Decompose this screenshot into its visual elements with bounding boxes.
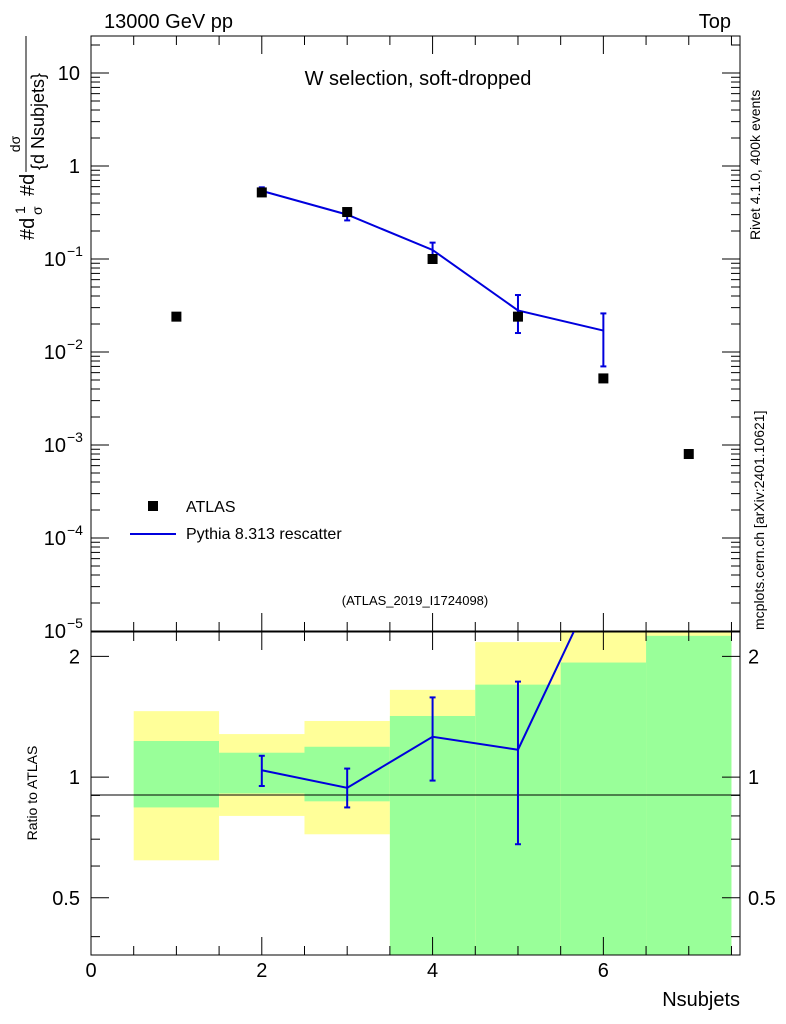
- x-tick-label: 6: [598, 960, 609, 982]
- ratio-y-axis-label: Ratio to ATLAS: [24, 746, 40, 841]
- y-tick-exponent: −3: [67, 429, 83, 445]
- ratio-mc-series: [258, 632, 575, 846]
- ratio-band-green: [133, 741, 220, 808]
- y-tick-label: 1: [69, 156, 80, 178]
- y-tick-label: 10: [44, 435, 66, 457]
- atlas-data-point: [512, 311, 523, 322]
- y-tick-exponent: −5: [67, 615, 83, 631]
- y-label-part-b: 1: [12, 206, 28, 214]
- y-label-part-c: σ: [29, 206, 45, 215]
- ratio-x-axis: 0 2 4 6: [85, 632, 732, 982]
- ratio-y-tick-label-right: 0.5: [748, 888, 776, 910]
- atlas-data-point: [171, 311, 182, 322]
- analysis-tag: (ATLAS_2019_I1724098): [342, 593, 488, 608]
- x-tick-label: 2: [256, 960, 267, 982]
- atlas-data-point: [342, 207, 353, 218]
- y-label-part-a: #d: [17, 218, 39, 240]
- y-label-part-d: #d: [17, 174, 39, 196]
- legend-atlas-marker: [148, 501, 158, 511]
- y-tick-label: 10: [44, 249, 66, 271]
- y-tick-exponent: −4: [67, 522, 83, 538]
- y-label-part-e: dσ: [7, 135, 23, 152]
- ratio-y-axis: 0.5 0.5 1 1 2 2: [52, 646, 776, 938]
- atlas-data-point: [256, 187, 267, 198]
- plot-title: W selection, soft-dropped: [305, 68, 532, 90]
- y-tick-label: 10: [58, 63, 80, 85]
- ratio-plot-frame: [90, 631, 741, 956]
- y-tick-label: 10: [44, 528, 66, 550]
- y-tick-label: 10: [44, 342, 66, 364]
- main-mc-series: [258, 186, 607, 368]
- main-data-series: [171, 187, 694, 460]
- x-tick-label: 4: [427, 960, 438, 982]
- ratio-band-green: [560, 662, 647, 955]
- rivet-version-label: Rivet 4.1.0, 400k events: [747, 90, 763, 240]
- ratio-uncertainty-bands: [133, 632, 732, 955]
- collision-energy-label: 13000 GeV pp: [104, 11, 233, 33]
- y-tick-label: 10: [44, 621, 66, 643]
- legend-atlas-label: ATLAS: [186, 499, 236, 516]
- ratio-y-tick-label: 1: [69, 767, 80, 789]
- atlas-data-point: [427, 254, 438, 265]
- ratio-y-tick-label: 2: [69, 646, 80, 668]
- legend-mc-label: Pythia 8.313 rescatter: [186, 526, 342, 543]
- mcplots-label: mcplots.cern.ch [arXiv:2401.10621]: [751, 411, 767, 630]
- y-tick-exponent: −2: [67, 336, 83, 352]
- main-plot-frame: [90, 35, 741, 632]
- atlas-data-point: [598, 373, 609, 384]
- main-y-axis-label: #d 1 σ #d dσ {d Nsubjets}: [7, 36, 48, 240]
- atlas-data-point: [683, 449, 694, 460]
- y-label-part-f: {d Nsubjets}: [28, 73, 48, 170]
- process-label: Top: [699, 11, 731, 33]
- x-tick-label: 0: [85, 960, 96, 982]
- y-tick-exponent: −1: [67, 243, 83, 259]
- main-x-ticks: [90, 36, 732, 631]
- x-axis-label: Nsubjets: [662, 989, 740, 1011]
- ratio-y-tick-label-right: 2: [748, 646, 759, 668]
- ratio-y-tick-label-right: 1: [748, 767, 759, 789]
- ratio-y-tick-label: 0.5: [52, 888, 80, 910]
